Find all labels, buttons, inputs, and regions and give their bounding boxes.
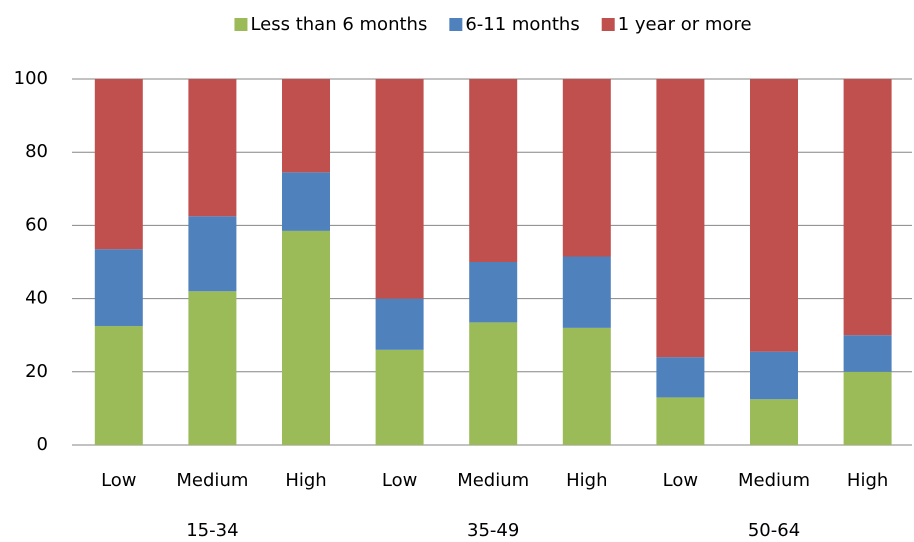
y-tick-label: 40: [25, 288, 48, 309]
x-tick-label: Low: [663, 470, 698, 491]
bar-segment: [375, 79, 424, 299]
group-label: 35-49: [467, 520, 519, 541]
bar-segment: [188, 79, 237, 217]
x-tick-label: High: [847, 470, 888, 491]
y-tick-label: 20: [25, 361, 48, 382]
x-tick-label: Medium: [457, 470, 529, 491]
bar-segment: [750, 399, 798, 445]
legend-swatch: [449, 18, 463, 31]
bar-segment: [94, 79, 143, 250]
bar-segment: [562, 256, 611, 328]
legend-label: Less than 6 months: [250, 14, 427, 35]
bar-segment: [750, 351, 798, 400]
bar-segment: [188, 216, 237, 292]
bar-segment: [656, 397, 705, 445]
legend-label: 1 year or more: [618, 14, 752, 35]
bar-segment: [282, 172, 330, 231]
legend-swatch: [234, 18, 248, 31]
bar-segment: [188, 291, 237, 445]
legend-swatch: [601, 18, 615, 31]
legend-label: 6-11 months: [465, 14, 579, 35]
y-tick-label: 80: [25, 141, 48, 162]
bar-segment: [375, 349, 424, 445]
group-label: 50-64: [748, 520, 800, 541]
bar-segment: [94, 249, 143, 327]
bar-segment: [843, 371, 892, 445]
bar-segment: [282, 230, 330, 445]
bar-segment: [843, 79, 892, 336]
x-tick-label: Medium: [176, 470, 248, 491]
bar-segment: [843, 335, 892, 372]
bar-segment: [375, 298, 424, 350]
x-tick-label: Low: [382, 470, 417, 491]
y-tick-label: 0: [37, 434, 48, 455]
bar-segment: [469, 262, 518, 323]
bar-segment: [282, 79, 330, 173]
bar-segment: [750, 79, 798, 352]
bar-segment: [94, 326, 143, 445]
bar-segment: [469, 79, 518, 262]
y-tick-label: 100: [14, 68, 48, 89]
x-tick-label: High: [285, 470, 326, 491]
x-tick-label: Low: [101, 470, 136, 491]
x-tick-label: High: [566, 470, 607, 491]
bar-segment: [469, 322, 518, 445]
group-label: 15-34: [186, 520, 238, 541]
bar-segment: [562, 327, 611, 445]
y-tick-label: 60: [25, 214, 48, 235]
x-tick-label: Medium: [738, 470, 810, 491]
bar-segment: [656, 79, 705, 358]
bar-segment: [656, 357, 705, 398]
bar-segment: [562, 79, 611, 257]
